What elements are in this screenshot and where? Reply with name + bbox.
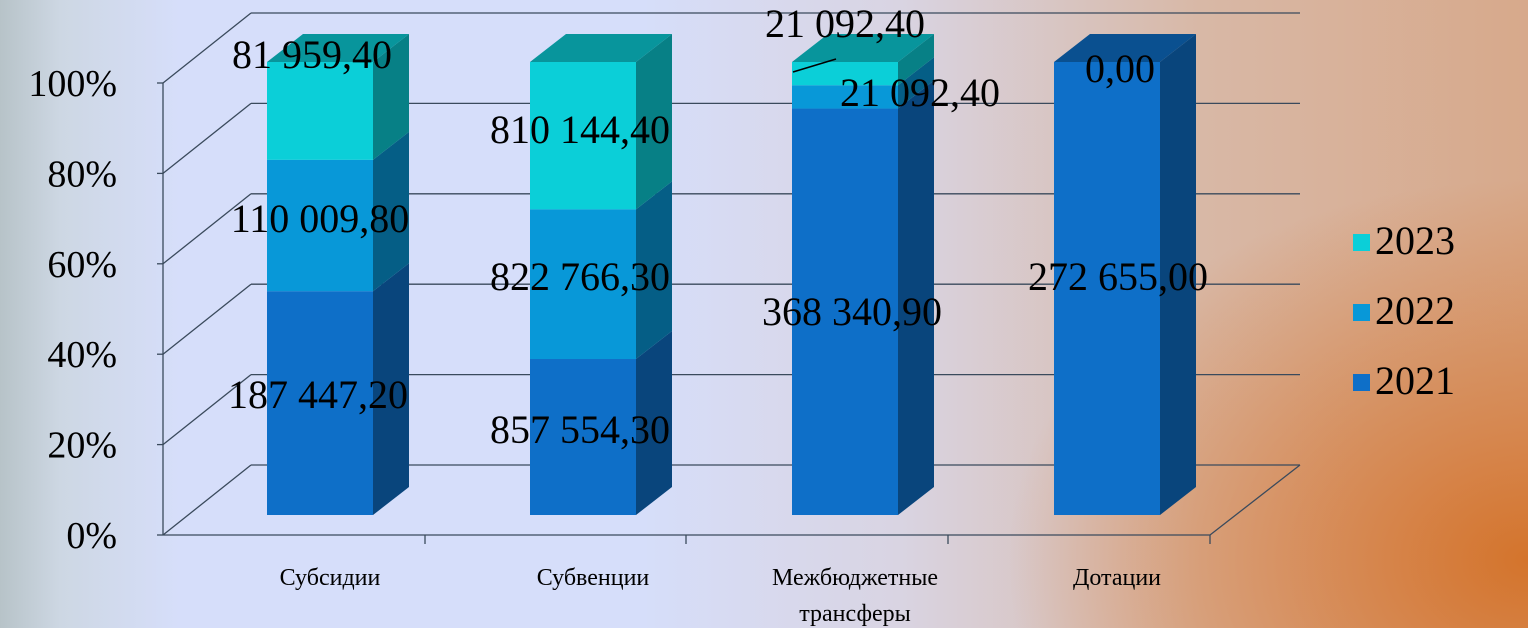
- x-tick-label: Межбюджетные: [772, 565, 938, 591]
- bar-segment-side: [636, 34, 672, 210]
- bar-segment-side: [898, 57, 934, 109]
- legend-label: 2023: [1375, 218, 1455, 263]
- bar-segment-side: [898, 80, 934, 515]
- y-tick-label: 0%: [66, 515, 117, 557]
- y-tick-label: 20%: [47, 425, 117, 467]
- bar-segment-front: [792, 85, 898, 109]
- bar-top-face: [1054, 34, 1196, 62]
- bar-segment-side: [1160, 34, 1196, 515]
- data-label: 810 144,40: [490, 107, 670, 152]
- bar-segment-front: [792, 108, 898, 515]
- chart-axes: 0% 20% 40% 60% 80% 100% Субсидии Субвенции Межбю…: [28, 63, 1211, 627]
- legend-swatch: [1353, 234, 1370, 251]
- bar-segment-side: [373, 34, 409, 160]
- grid-side-line: [162, 283, 252, 355]
- chart-data-labels: 187 447,20 857 554,30 368 340,90 272 655,00…: [228, 1, 1208, 452]
- data-label: 110 009,80: [231, 196, 410, 241]
- legend-label: 2021: [1375, 358, 1455, 403]
- y-tick-label: 100%: [28, 63, 117, 105]
- data-label: 822 766,30: [490, 254, 670, 299]
- data-label: 0,00: [1085, 46, 1155, 91]
- bar-segment-front: [267, 159, 373, 292]
- y-tick-label: 60%: [47, 244, 117, 286]
- x-tick-label: Субвенции: [537, 565, 650, 591]
- data-label: 857 554,30: [490, 407, 670, 452]
- data-label: 81 959,40: [232, 32, 392, 77]
- x-tick-label: Субсидии: [280, 565, 381, 591]
- data-label: 187 447,20: [228, 372, 408, 417]
- grid-side-line: [162, 374, 252, 446]
- x-tick-label: Дотации: [1073, 565, 1161, 591]
- grid-side-line: [162, 193, 252, 265]
- bar-top-face: [267, 34, 409, 62]
- bar-segment-side: [898, 34, 934, 86]
- chart-legend: 2023 2022 2021: [1353, 218, 1455, 403]
- y-tick-label: 80%: [47, 153, 117, 195]
- bar-segment-front: [530, 209, 636, 360]
- bar-segment-front: [1054, 62, 1160, 515]
- grid-side-line: [162, 102, 252, 174]
- legend-label: 2022: [1375, 288, 1455, 333]
- data-label: 272 655,00: [1028, 254, 1208, 299]
- data-label: 21 092,40: [765, 1, 925, 46]
- data-label-leader-line: [792, 58, 837, 73]
- bar-top-face: [792, 34, 934, 62]
- legend-swatch: [1353, 374, 1370, 391]
- bar-segment-side: [373, 131, 409, 292]
- bar-segment-front: [267, 291, 373, 515]
- bar-segment-front: [267, 62, 373, 160]
- y-tick-label: 40%: [47, 334, 117, 376]
- grid-side-line: [162, 12, 252, 84]
- data-label: 368 340,90: [762, 289, 942, 334]
- grid-side-line: [162, 464, 252, 536]
- x-tick-label: трансферы: [799, 601, 911, 627]
- bar-segment-front: [530, 62, 636, 210]
- bar-top-face: [530, 34, 672, 62]
- bar-segment-front: [530, 359, 636, 515]
- data-label: 21 092,40: [840, 70, 1000, 115]
- bar-segment-side: [636, 331, 672, 515]
- bar-segment-side: [636, 181, 672, 360]
- chart-bars: [267, 34, 1196, 515]
- bar-segment-front: [792, 62, 898, 86]
- bar-segment-side: [373, 263, 409, 515]
- legend-swatch: [1353, 304, 1370, 321]
